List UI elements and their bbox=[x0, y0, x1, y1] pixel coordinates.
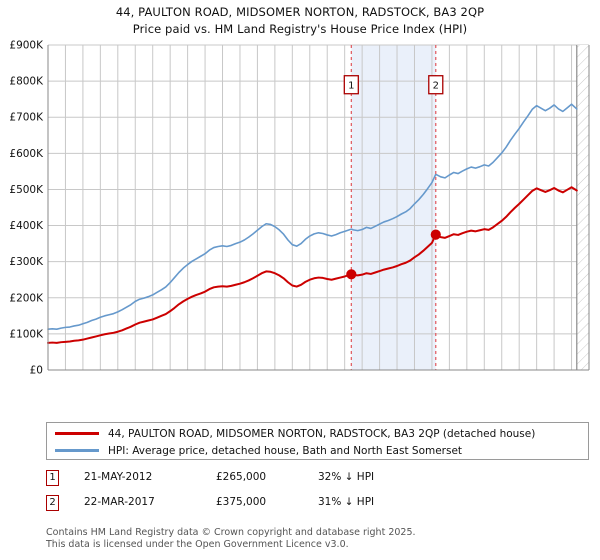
page-title: 44, PAULTON ROAD, MIDSOMER NORTON, RADST… bbox=[0, 4, 600, 38]
sale-marker-box bbox=[428, 75, 444, 95]
series-line-property bbox=[47, 186, 578, 344]
legend-item-property: 44, PAULTON ROAD, MIDSOMER NORTON, RADST… bbox=[55, 425, 535, 442]
transaction-delta-1: 32% ↓ HPI bbox=[318, 471, 375, 483]
legend-label-hpi: HPI: Average price, detached house, Bath… bbox=[108, 444, 463, 457]
footer-line-2: This data is licensed under the Open Gov… bbox=[46, 538, 349, 550]
title-line-1: 44, PAULTON ROAD, MIDSOMER NORTON, RADST… bbox=[115, 5, 485, 19]
y-axis-tick-label: £200K bbox=[9, 292, 44, 304]
footer-line-1: Contains HM Land Registry data © Crown c… bbox=[46, 527, 416, 538]
sale-marker-number: 1 bbox=[348, 81, 354, 92]
table-row: 2 22-MAR-2017 £375,000 31% ↓ HPI bbox=[46, 493, 589, 518]
transactions-table: 1 21-MAY-2012 £265,000 32% ↓ HPI 2 22-MA… bbox=[46, 468, 589, 518]
series-line-hpi bbox=[47, 103, 578, 330]
copyright-footer: Contains HM Land Registry data © Crown c… bbox=[46, 527, 594, 550]
chart-legend: 44, PAULTON ROAD, MIDSOMER NORTON, RADST… bbox=[46, 422, 589, 460]
sale-point bbox=[346, 269, 357, 280]
shaded-ownership-span bbox=[351, 45, 436, 370]
transaction-date-1: 21-MAY-2012 bbox=[84, 471, 153, 483]
y-axis-tick-label: £900K bbox=[9, 40, 44, 52]
legend-label-property: 44, PAULTON ROAD, MIDSOMER NORTON, RADST… bbox=[108, 427, 536, 440]
y-axis-tick-label: £0 bbox=[30, 365, 43, 376]
transaction-price-1: £265,000 bbox=[216, 471, 267, 483]
chart-svg: £0 £100K £200K £300K £400K £500K £600K £700K £80… bbox=[9, 40, 590, 376]
no-data-region bbox=[576, 45, 589, 370]
y-axis-tick-label: £500K bbox=[9, 184, 44, 196]
legend-swatch-hpi bbox=[55, 449, 99, 452]
table-row: 1 21-MAY-2012 £265,000 32% ↓ HPI bbox=[46, 468, 589, 493]
y-axis-tick-label: £100K bbox=[9, 328, 44, 340]
price-history-chart: £0 £100K £200K £300K £400K £500K £600K £700K £80… bbox=[0, 40, 600, 375]
transaction-date-2: 22-MAR-2017 bbox=[84, 496, 155, 508]
transaction-delta-2: 31% ↓ HPI bbox=[318, 496, 375, 508]
transaction-price-2: £375,000 bbox=[216, 496, 267, 508]
sale-marker-box bbox=[343, 75, 359, 95]
y-axis-tick-label: £700K bbox=[9, 112, 44, 124]
y-axis-tick-label: £600K bbox=[9, 148, 44, 160]
sale-point bbox=[430, 229, 441, 240]
legend-swatch-property bbox=[55, 432, 99, 435]
y-axis-tick-label: £400K bbox=[9, 220, 44, 232]
y-axis-tick-label: £300K bbox=[9, 256, 44, 268]
sale-marker-number: 2 bbox=[433, 81, 439, 92]
transaction-badge-1: 1 bbox=[46, 470, 59, 486]
legend-item-hpi: HPI: Average price, detached house, Bath… bbox=[55, 442, 462, 459]
transaction-badge-2: 2 bbox=[46, 495, 59, 511]
y-axis-tick-label: £800K bbox=[9, 76, 44, 88]
title-line-2: Price paid vs. HM Land Registry's House … bbox=[132, 22, 468, 36]
